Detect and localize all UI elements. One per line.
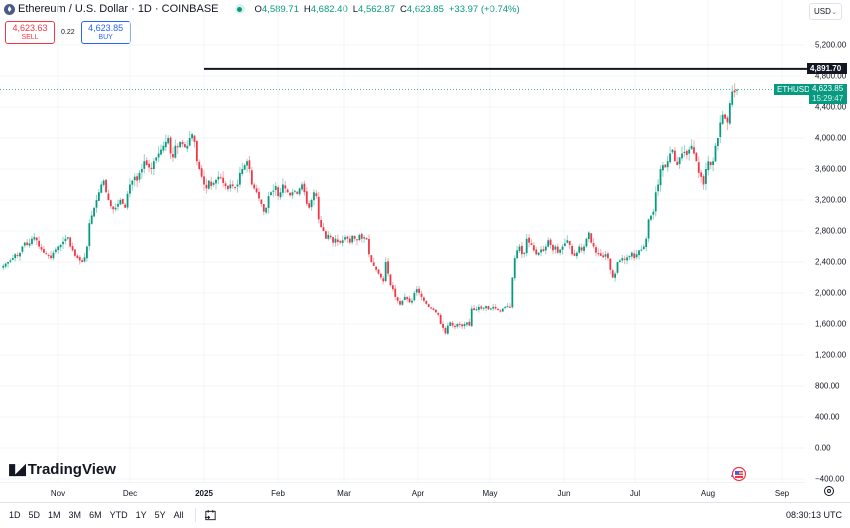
price-tick-label: 3,600.00 [815,164,847,174]
price-tick-label: 4,000.00 [815,133,847,143]
time-tick-label: Jun [557,489,571,498]
price-tick-label: 1,600.00 [815,319,847,329]
time-tick-label: Jul [629,489,641,498]
currency-value: USD [814,7,831,16]
range-button-3m[interactable]: 3M [68,510,82,520]
trade-panel: 4,623.63 SELL 0.22 4,623.85 BUY [5,21,131,44]
range-button-1y[interactable]: 1Y [135,510,147,520]
market-open-icon [234,4,245,14]
high-value: 4,682.40 [310,3,348,15]
bar-countdown: 15:29:47 [812,94,844,103]
toolbar-divider [194,508,196,522]
low-label: L [352,3,359,15]
range-button-5y[interactable]: 5Y [154,510,166,520]
go-to-date-icon[interactable] [204,509,217,522]
range-buttons: 1D 5D 1M 3M 6M YTD 1Y 5Y All [4,510,187,520]
price-tick-label: 400.00 [815,412,840,422]
spread-value: 0.22 [61,29,75,36]
close-value: 4,623.85 [406,3,444,15]
range-button-1d[interactable]: 1D [9,510,21,520]
last-price-badge: 4,623.85 15:29:47 [809,84,847,104]
utc-clock[interactable]: 08:30:13 UTC [785,510,842,520]
time-tick-label: May [482,489,498,498]
price-tick-label: 4,400.00 [815,102,847,112]
price-tick-label: 2,000.00 [815,288,847,298]
time-tick-label: 2025 [195,489,213,498]
sell-price: 4,623.63 [12,22,48,33]
range-button-all[interactable]: All [173,510,184,520]
price-tick-label: 2,400.00 [815,257,847,267]
time-tick-label: Nov [50,489,66,498]
horizontal-line-price-badge: 4,891.70 [807,63,847,74]
buy-label: BUY [98,33,113,41]
auto-scale-settings-icon[interactable] [824,486,834,496]
change-value: +33.97 (+0.74%) [448,3,520,15]
time-tick-label: Apr [411,489,425,498]
economic-event-flag-icon[interactable] [730,466,746,482]
last-price-value: 4,623.85 [812,84,844,93]
time-tick-label: Mar [337,489,351,498]
price-tick-label: 5,200.00 [815,40,847,50]
chart-header: Ethereum / U.S. Dollar · 1D · COINBASE O… [4,3,520,15]
price-tick-label: 2,800.00 [815,226,847,236]
chevron-down-icon: ⌄ [831,8,837,16]
ohlc-values: O4,589.71 H4,682.40 L4,562.87 C4,623.85 … [255,4,520,15]
price-tick-label: 0.00 [815,443,831,453]
open-label: O [254,3,262,15]
high-label: H [303,3,311,15]
low-value: 4,562.87 [358,3,396,15]
price-tick-label: 4,800.00 [815,71,847,81]
open-value: 4,589.71 [261,3,299,15]
buy-price: 4,623.85 [88,22,124,33]
range-button-ytd[interactable]: YTD [109,510,128,520]
bottom-toolbar: 1D 5D 1M 3M 6M YTD 1Y 5Y All 08:30:13 UTC [0,502,850,527]
ethereum-icon [4,3,15,15]
tradingview-logo-text: TradingView [27,460,116,478]
price-tick-label: 3,200.00 [815,195,847,205]
price-tick-label: 1,200.00 [815,350,847,360]
sell-button[interactable]: 4,623.63 SELL [5,21,55,44]
range-button-6m[interactable]: 6M [89,510,102,520]
time-tick-label: Sep [774,489,790,498]
currency-select[interactable]: USD ⌄ [809,3,842,20]
tradingview-logo[interactable]: ▮◢ TradingView [8,460,116,479]
range-button-5d[interactable]: 5D [28,510,41,520]
close-label: C [400,3,407,15]
time-tick-label: Feb [271,489,285,498]
range-button-1m[interactable]: 1M [48,510,61,520]
price-tick-label: −400.00 [815,474,845,484]
time-axis[interactable]: Nov Dec 2025 Feb Mar Apr May Jun Jul Aug Sep [0,482,805,503]
symbol-title[interactable]: Ethereum / U.S. Dollar · 1D · COINBASE [18,3,219,15]
tradingview-logo-icon: ▮◢ [8,461,26,478]
time-tick-label: Dec [122,489,138,498]
price-tick-label: 800.00 [815,381,840,391]
time-tick-label: Aug [700,489,716,498]
sell-label: SELL [21,33,39,41]
symbol-badge: ETHUSD [774,84,813,95]
